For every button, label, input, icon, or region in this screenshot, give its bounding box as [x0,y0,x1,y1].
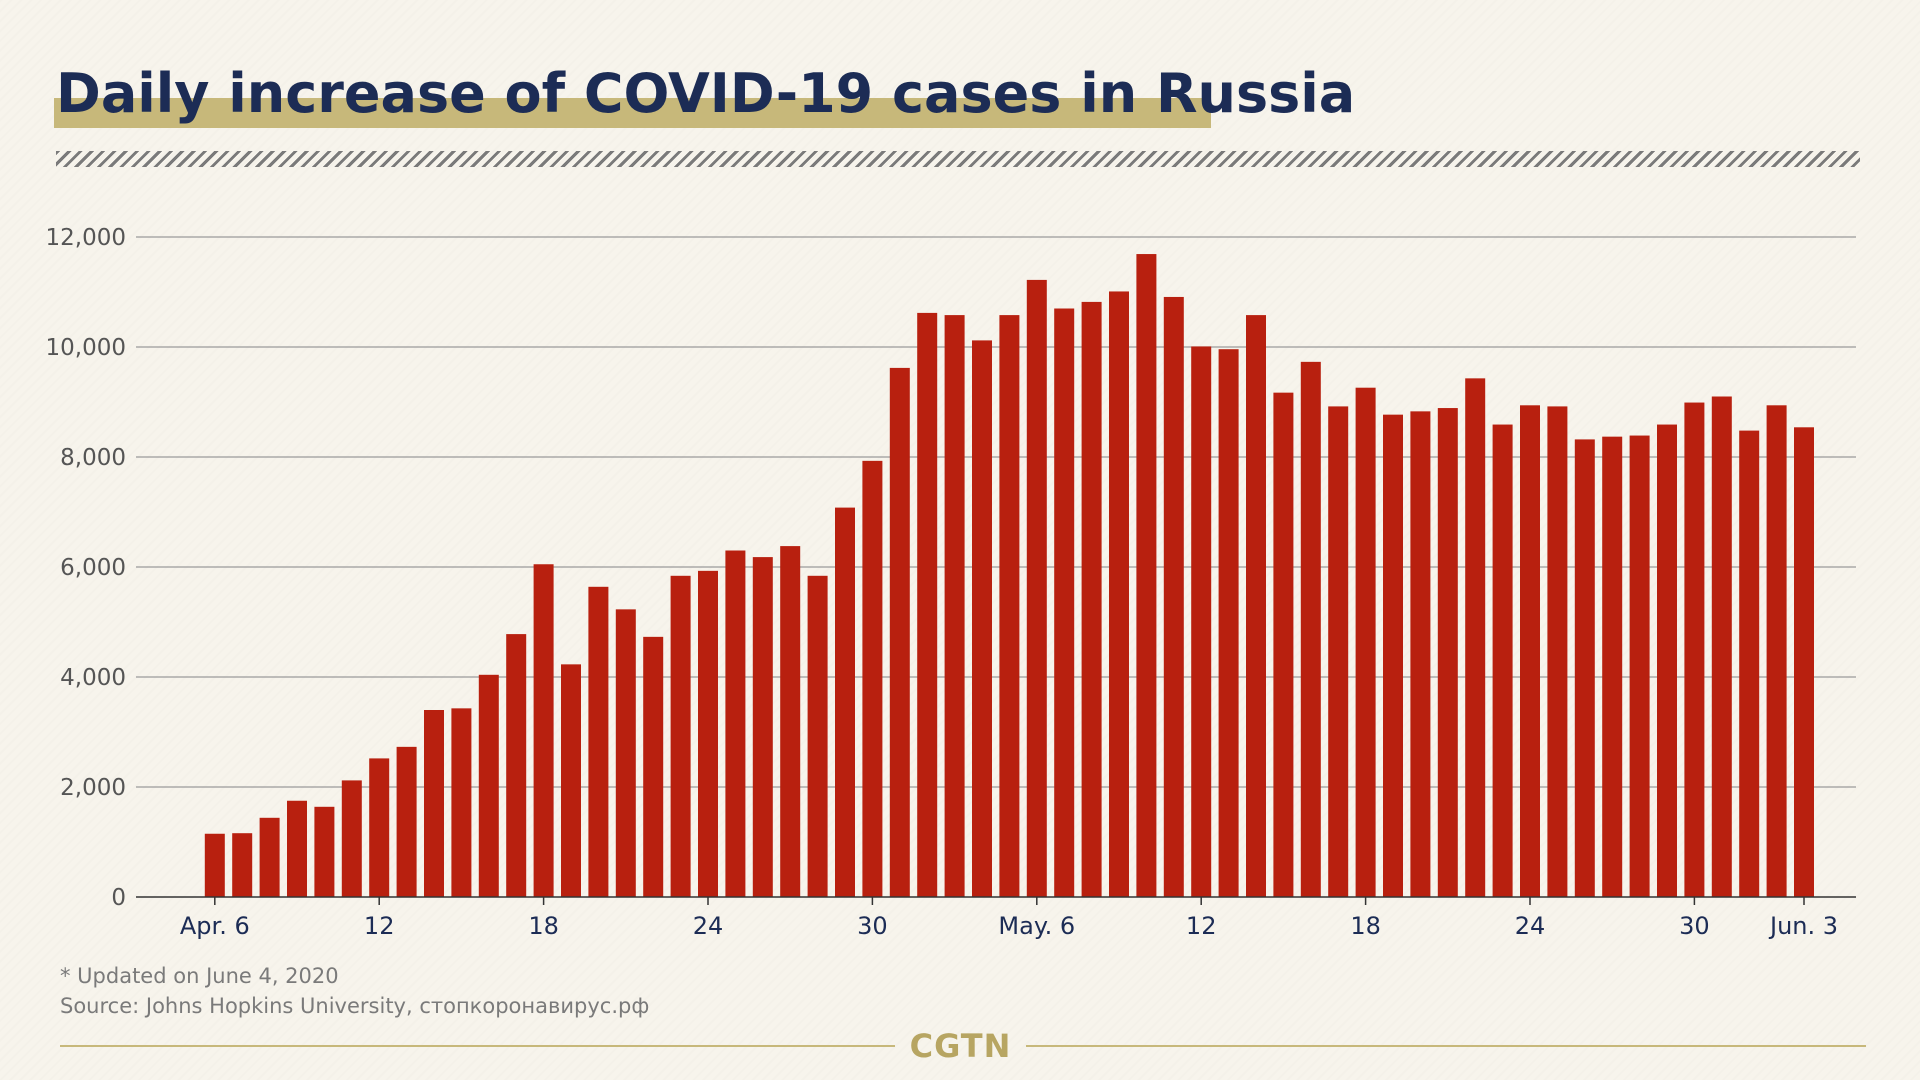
bar [1355,387,1376,897]
x-tick-label: 18 [1350,912,1381,940]
bar [1410,411,1431,897]
bar [588,586,609,897]
bar [615,609,636,897]
bar [1273,392,1294,897]
bar [1684,402,1705,897]
bar [1383,414,1403,897]
bar [259,817,280,897]
x-tick-label: 12 [364,912,395,940]
y-tick-label: 8,000 [60,445,126,471]
bar [1465,378,1486,898]
bar-chart: 0 2,000 4,000 6,000 8,000 10,000 12,000 Apr. 6… [46,225,1856,940]
bar [1794,427,1814,897]
bar [1300,361,1321,898]
chart-title: Daily increase of COVID-19 cases in Russ… [56,62,1356,125]
x-tick-label: Apr. 6 [180,912,250,940]
bar [287,800,307,897]
bar [1574,439,1595,897]
footer-rule-left [60,1045,895,1047]
bar [972,340,992,897]
x-tick-label: May. 6 [998,912,1075,940]
bar [204,833,225,897]
bar [780,546,801,897]
bar [396,746,417,897]
x-tick-label: 18 [528,912,559,940]
bar [862,460,883,897]
bar [1081,301,1102,897]
x-tick-label: 24 [1515,912,1546,940]
cgtn-logo: CGTN [909,1027,1012,1065]
bar [1136,254,1157,898]
bar [1547,406,1568,897]
footer-rule-right [1026,1045,1866,1047]
bar [944,315,965,898]
bar [698,570,718,897]
bar [369,758,390,897]
y-tick-label: 0 [111,885,126,911]
bar [1026,279,1047,897]
bar [1437,408,1458,897]
bar [752,557,773,897]
bar [999,315,1020,898]
bar [807,575,828,897]
x-tick-label: 30 [857,912,888,940]
bar [1739,430,1760,897]
bar [314,806,335,897]
hatched-divider [56,151,1860,167]
bar [506,634,527,897]
y-tick-label: 6,000 [60,555,126,581]
bar [533,564,554,897]
x-axis-tick-labels: Apr. 6 12 18 24 30 May. 6 12 18 24 30 Jun. 3 [180,897,1838,940]
bar [917,312,938,897]
bar [835,507,855,897]
x-tick-label: 12 [1186,912,1217,940]
y-axis-tick-labels: 0 2,000 4,000 6,000 8,000 10,000 12,000 [46,225,126,911]
bar [1711,396,1732,897]
y-tick-label: 4,000 [60,665,126,691]
bar [1766,405,1787,897]
bar [1246,315,1266,898]
updated-note: * Updated on June 4, 2020 [60,964,339,988]
bar [725,550,746,897]
x-tick-label: 24 [693,912,724,940]
bar [1629,435,1650,897]
x-tick-label: Jun. 3 [1768,912,1838,940]
bar [643,636,664,897]
bar [1218,349,1239,897]
bar [1191,346,1212,897]
bar [451,708,472,897]
x-tick-label: 30 [1679,912,1710,940]
bar [561,664,581,897]
bar [1602,436,1623,897]
bar [424,710,444,897]
title-block: Daily increase of COVID-19 cases in Russ… [54,58,1355,132]
bars [204,254,1814,898]
bar [1328,406,1349,897]
bar [1054,308,1075,897]
bar [1657,424,1677,897]
bar [1109,291,1129,897]
bar [889,367,910,897]
y-tick-label: 2,000 [60,775,126,801]
title-underline-bar [54,98,1211,128]
y-gridlines [136,236,1856,788]
bar [341,780,362,897]
source-note: Source: Johns Hopkins University, стопко… [60,994,650,1018]
bar [1163,296,1184,897]
bar [670,575,691,897]
bar [478,674,499,897]
bar [1492,424,1513,897]
y-tick-label: 10,000 [46,335,126,361]
bar [1520,405,1540,897]
bar [232,833,253,897]
y-tick-label: 12,000 [46,225,126,251]
